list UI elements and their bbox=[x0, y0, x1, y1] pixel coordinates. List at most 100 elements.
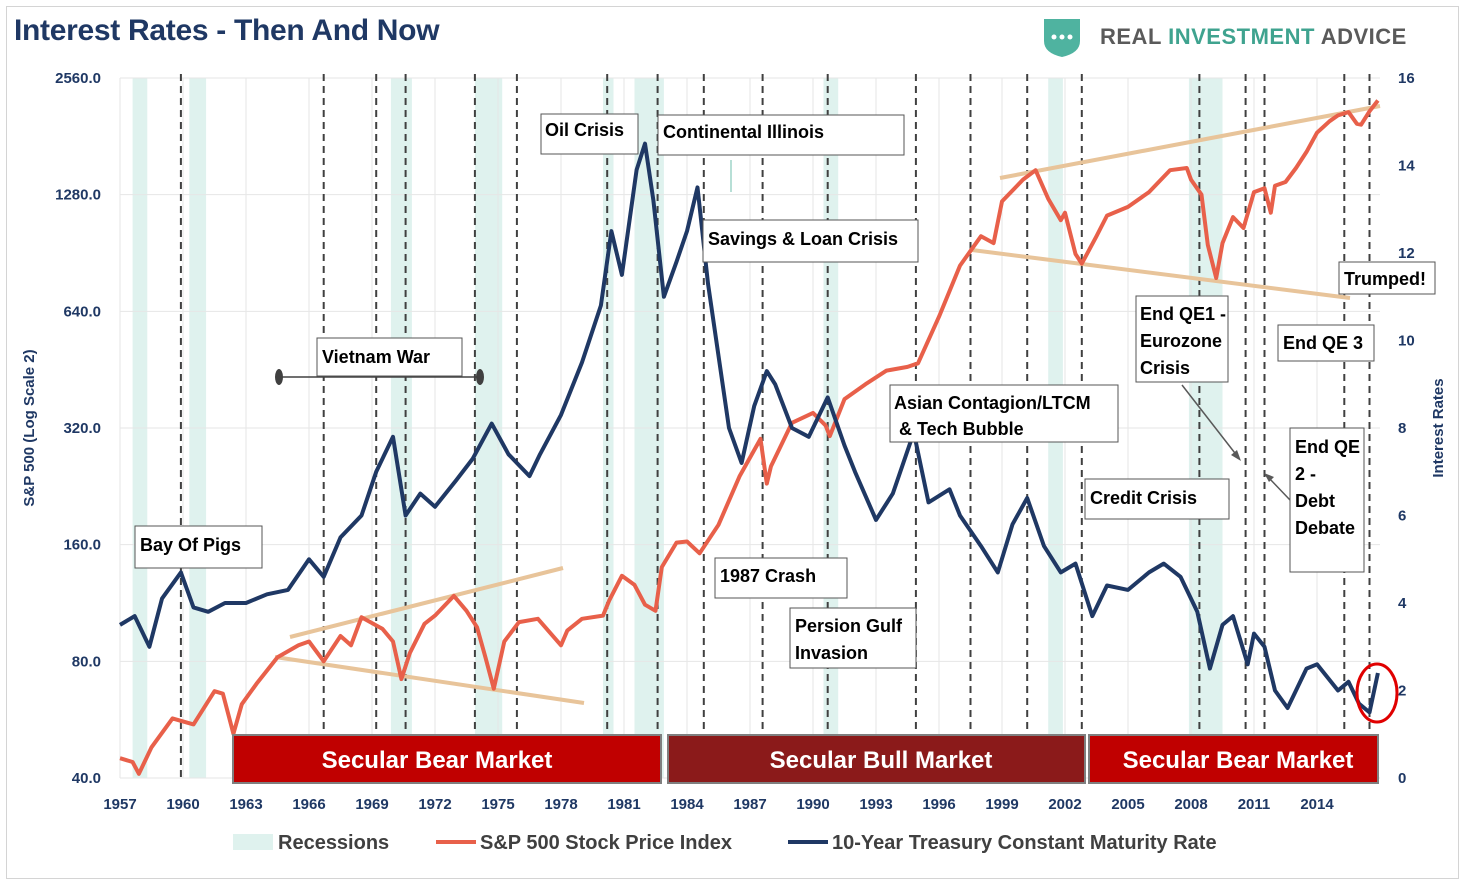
annotation-gulf-line2: Invasion bbox=[795, 643, 868, 663]
annotation-end-qe1: End QE1 - Eurozone Crisis bbox=[1135, 295, 1229, 383]
x-tick-label: 2008 bbox=[1174, 796, 1207, 813]
y-right-tick-label: 4 bbox=[1398, 595, 1407, 612]
x-tick-label: 1972 bbox=[418, 796, 451, 813]
annotation-qe3-text: End QE 3 bbox=[1283, 333, 1363, 353]
band-secular-bear-1: Secular Bear Market bbox=[232, 734, 662, 784]
y-left-tick-label: 2560.0 bbox=[55, 70, 101, 87]
y-left-tick-label: 1280.0 bbox=[55, 187, 101, 204]
annotation-qe1-line2: Eurozone bbox=[1140, 331, 1222, 351]
annotation-qe2-line1: End QE bbox=[1295, 437, 1360, 457]
x-tick-label: 1993 bbox=[859, 796, 892, 813]
treasury-rate-line bbox=[118, 141, 1380, 715]
band-bear-1-label: Secular Bear Market bbox=[322, 747, 553, 774]
annotation-end-qe3: End QE 3 bbox=[1277, 324, 1375, 362]
arrow-qe2 bbox=[1267, 476, 1291, 501]
annotation-trumped-text: Trumped! bbox=[1344, 269, 1426, 289]
y-left-tick-label: 40.0 bbox=[72, 770, 101, 787]
brand-name-part-2: INVESTMENT bbox=[1168, 24, 1315, 49]
sp500-line bbox=[119, 99, 1380, 776]
x-tick-label: 2011 bbox=[1238, 796, 1271, 813]
annotation-gulf-line1: Persion Gulf bbox=[795, 616, 903, 636]
annotation-bay-of-pigs: Bay Of Pigs bbox=[134, 525, 263, 569]
y-right-tick-label: 12 bbox=[1398, 245, 1415, 262]
y-right-tick-label: 6 bbox=[1398, 508, 1406, 525]
annotation-credit-crisis-text: Credit Crisis bbox=[1090, 488, 1197, 508]
band-secular-bear-2: Secular Bear Market bbox=[1088, 734, 1379, 784]
annotation-asian-line2: & Tech Bubble bbox=[899, 419, 1024, 439]
brand-name-part-1: REAL bbox=[1100, 24, 1169, 49]
annotation-qe2-line4: Debate bbox=[1295, 518, 1355, 538]
shield-icon bbox=[1044, 19, 1080, 57]
data-series bbox=[118, 99, 1380, 776]
x-tick-label: 1987 bbox=[733, 796, 766, 813]
trendline-2000s-lower bbox=[971, 248, 1351, 300]
chart-frame bbox=[6, 6, 1459, 879]
legend-recessions-swatch bbox=[233, 834, 273, 850]
x-tick-label: 2005 bbox=[1111, 796, 1144, 813]
annotation-vietnam-war: Vietnam War bbox=[316, 337, 463, 377]
y-right-tick-label: 0 bbox=[1398, 770, 1406, 787]
band-bull-label: Secular Bull Market bbox=[770, 747, 993, 774]
x-tick-label: 1999 bbox=[985, 796, 1018, 813]
band-secular-bull: Secular Bull Market bbox=[667, 734, 1086, 784]
annotation-qe1-line1: End QE1 - bbox=[1140, 304, 1226, 324]
trend-lines bbox=[274, 104, 1381, 705]
x-tick-label: 2014 bbox=[1300, 796, 1334, 813]
y-left-tick-label: 320.0 bbox=[63, 420, 101, 437]
annotation-qe2-line3: Debt bbox=[1295, 491, 1335, 511]
annotation-1987-crash-text: 1987 Crash bbox=[720, 566, 816, 586]
annotation-qe1-line3: Crisis bbox=[1140, 358, 1190, 378]
y-axis-right-label: Interest Rates bbox=[1430, 378, 1447, 477]
annotation-qe2-line2: 2 - bbox=[1295, 464, 1316, 484]
y-right-tick-label: 14 bbox=[1398, 158, 1415, 175]
arrow-qe1 bbox=[1181, 384, 1239, 458]
annotation-oil-crisis-text: Oil Crisis bbox=[545, 120, 624, 140]
y-left-tick-label: 640.0 bbox=[63, 303, 101, 320]
axes: 40.0 80.0 160.0 320.0 640.0 1280.0 2560.0 0 2 4 6 8… bbox=[55, 70, 1415, 813]
brand-name: REAL INVESTMENT ADVICE bbox=[1100, 24, 1407, 50]
annotation-end-qe2: End QE 2 - Debt Debate bbox=[1289, 427, 1365, 573]
annotation-asian-contagion: Asian Contagion/LTCM & Tech Bubble bbox=[889, 384, 1119, 443]
highlight-circle bbox=[1355, 662, 1399, 724]
legend-treasury-label: 10-Year Treasury Constant Maturity Rate bbox=[832, 832, 1217, 854]
y-right-tick-label: 8 bbox=[1398, 420, 1406, 437]
y-left-tick-label: 160.0 bbox=[63, 537, 101, 554]
annotation-oil-crisis: Oil Crisis bbox=[540, 113, 639, 155]
annotation-arrows bbox=[1181, 384, 1291, 501]
annotation-continental-illinois: Continental Illinois bbox=[657, 114, 905, 156]
chart-title: Interest Rates - Then And Now bbox=[14, 14, 440, 47]
annotation-gulf-invasion: Persion Gulf Invasion bbox=[789, 607, 917, 669]
trendline-1960s-lower bbox=[274, 655, 585, 705]
annotation-bay-of-pigs-text: Bay Of Pigs bbox=[140, 535, 241, 555]
x-tick-label: 1963 bbox=[229, 796, 262, 813]
x-tick-label: 1957 bbox=[103, 796, 136, 813]
annotation-credit-crisis: Credit Crisis bbox=[1084, 478, 1230, 520]
legend: Recessions S&P 500 Stock Price Index 10-… bbox=[233, 832, 1217, 854]
x-tick-label: 1966 bbox=[292, 796, 325, 813]
x-tick-label: 1996 bbox=[922, 796, 955, 813]
y-right-tick-label: 10 bbox=[1398, 333, 1415, 350]
legend-sp500-label: S&P 500 Stock Price Index bbox=[480, 832, 732, 854]
vietnam-war-span bbox=[275, 369, 484, 385]
x-tick-label: 1978 bbox=[544, 796, 577, 813]
x-tick-label: 1981 bbox=[607, 796, 640, 813]
trendline-2000s-upper bbox=[999, 104, 1381, 180]
x-tick-label: 1975 bbox=[481, 796, 514, 813]
annotation-savings-loan: Savings & Loan Crisis bbox=[702, 219, 919, 263]
annotation-trumped: Trumped! bbox=[1338, 261, 1436, 295]
x-tick-label: 1990 bbox=[796, 796, 829, 813]
legend-recessions-label: Recessions bbox=[278, 832, 389, 854]
trendline-1960s-upper bbox=[289, 566, 564, 639]
y-right-tick-label: 2 bbox=[1398, 683, 1406, 700]
annotation-asian-line1: Asian Contagion/LTCM bbox=[894, 393, 1091, 413]
y-axis-left-label: S&P 500 (Log Scale 2) bbox=[21, 349, 38, 506]
y-left-tick-label: 80.0 bbox=[72, 653, 101, 670]
x-tick-label: 1960 bbox=[166, 796, 199, 813]
annotation-vietnam-war-text: Vietnam War bbox=[322, 347, 430, 367]
band-bear-2-label: Secular Bear Market bbox=[1123, 747, 1354, 774]
x-tick-label: 1969 bbox=[355, 796, 388, 813]
annotation-continental-illinois-text: Continental Illinois bbox=[663, 122, 824, 142]
x-tick-label: 2002 bbox=[1048, 796, 1081, 813]
brand-logo: REAL INVESTMENT ADVICE bbox=[1040, 15, 1407, 59]
